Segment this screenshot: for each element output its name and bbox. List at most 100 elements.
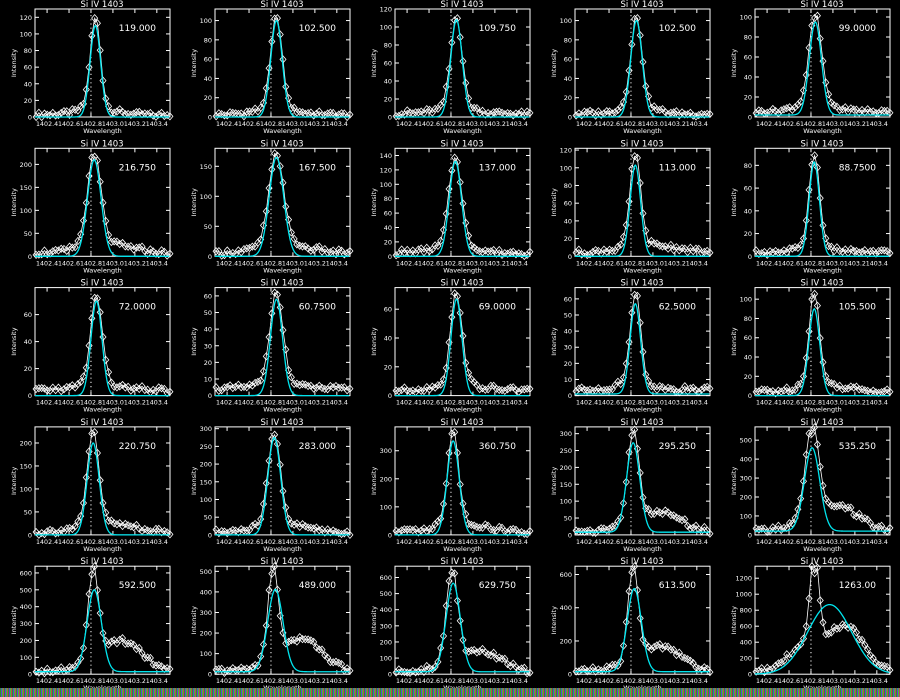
observed-point	[121, 383, 129, 392]
observed-point	[628, 568, 636, 577]
observed-point	[298, 380, 307, 389]
observed-point	[825, 90, 833, 99]
observed-line	[575, 428, 711, 534]
observed-point	[526, 384, 534, 393]
x-tick-label: 1403.0	[462, 121, 484, 128]
plot-frame	[574, 426, 711, 536]
observed-point	[653, 105, 661, 114]
y-tick-label: 150	[20, 184, 32, 192]
observed-point	[124, 242, 132, 251]
plot-frame	[754, 287, 891, 397]
y-tick-label: 20	[564, 94, 572, 102]
peak-annotation: 1263.00	[839, 581, 876, 591]
observed-point	[398, 526, 406, 535]
observed-point	[686, 656, 694, 665]
observed-point	[504, 385, 512, 394]
observed-point	[645, 376, 653, 385]
x-tick-label: 1402.4	[396, 678, 418, 685]
observed-point	[578, 665, 586, 674]
y-tick-label: 150	[200, 478, 212, 486]
observed-point	[520, 385, 528, 394]
x-tick-label: 1403.0	[102, 678, 124, 685]
x-tick-label: 1402.6	[58, 260, 80, 267]
panel-title: Si IV 1403	[440, 0, 483, 10]
observed-point	[608, 522, 616, 531]
observed-point	[650, 239, 658, 248]
peak-annotation: 119.000	[119, 24, 156, 34]
observed-point	[52, 529, 60, 538]
fit-line	[35, 24, 170, 118]
observed-point	[670, 385, 678, 394]
y-tick-label: 500	[380, 590, 392, 598]
peak-annotation: 295.250	[659, 442, 696, 452]
observed-point	[811, 289, 819, 298]
x-tick-label: 1403.0	[462, 260, 484, 267]
x-tick-label: 1402.8	[620, 260, 642, 267]
observed-point	[426, 247, 434, 256]
observed-point	[79, 216, 88, 225]
x-tick-label: 1403.4	[326, 539, 348, 546]
y-tick-label: 150	[560, 481, 572, 489]
plot-frame	[394, 147, 531, 257]
observed-point	[639, 209, 647, 218]
y-tick-label: 0	[208, 392, 212, 400]
x-tick-label: 1402.8	[440, 260, 462, 267]
y-tick-label: 60	[564, 295, 572, 303]
observed-point	[695, 388, 703, 397]
observed-point	[229, 525, 237, 535]
y-tick-label: 100	[200, 193, 212, 201]
y-tick-label: 20	[744, 94, 752, 102]
fit-line	[575, 442, 710, 533]
observed-point	[398, 667, 406, 676]
observed-point	[689, 247, 697, 256]
observed-point	[130, 245, 138, 254]
x-tick-label: 1402.6	[238, 260, 260, 267]
fit-line	[35, 589, 170, 673]
y-tick-label: 40	[384, 224, 392, 232]
observed-point	[698, 385, 706, 394]
observed-point	[684, 110, 692, 119]
y-tick-label: 300	[380, 622, 392, 630]
observed-point	[883, 385, 891, 394]
x-tick-label: 1402.8	[80, 400, 102, 407]
x-tick-label: 1403.4	[506, 678, 528, 685]
peak-annotation: 613.500	[659, 581, 696, 591]
y-tick-label: 0	[208, 253, 212, 261]
y-axis-label: Intensity	[190, 467, 198, 495]
observed-point	[752, 667, 760, 676]
y-tick-label: 600	[380, 574, 392, 582]
observed-point	[149, 247, 157, 256]
observed-point	[248, 381, 256, 390]
y-tick-label: 150	[20, 462, 32, 470]
observed-point	[287, 636, 295, 645]
y-axis-label: Intensity	[370, 188, 378, 216]
observed-point	[864, 249, 872, 258]
observed-point	[791, 103, 799, 112]
x-tick-label: 1402.6	[598, 260, 620, 267]
observed-point	[614, 242, 622, 251]
observed-point	[116, 105, 124, 114]
observed-point	[246, 665, 254, 674]
y-tick-label: 80	[384, 195, 392, 203]
observed-point	[66, 383, 74, 392]
observed-point	[287, 103, 295, 113]
plot-frame	[394, 565, 531, 675]
observed-point	[160, 111, 168, 121]
observed-point	[639, 635, 647, 644]
observed-point	[791, 385, 799, 395]
y-tick-label: 200	[20, 161, 32, 169]
x-tick-label: 1402.8	[800, 400, 822, 407]
observed-point	[647, 382, 655, 391]
observed-point	[434, 517, 442, 526]
observed-point	[144, 653, 152, 662]
y-tick-label: 20	[564, 360, 572, 368]
observed-point	[518, 385, 526, 394]
panel-title: Si IV 1403	[440, 139, 483, 149]
observed-point	[32, 250, 40, 259]
observed-point	[766, 665, 774, 674]
observed-point	[57, 244, 65, 253]
observed-point	[808, 295, 816, 304]
x-tick-label: 1403.2	[124, 539, 146, 546]
